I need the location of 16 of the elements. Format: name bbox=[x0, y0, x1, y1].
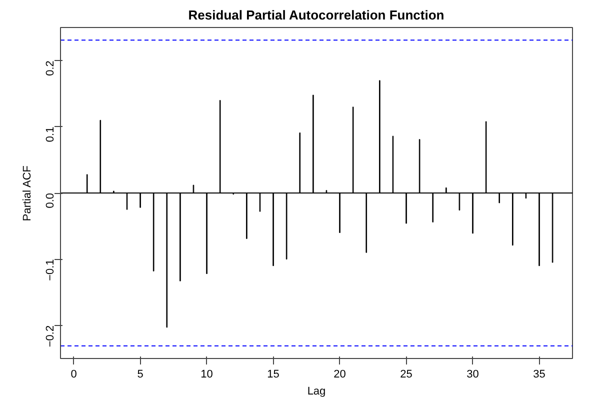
y-tick-label: −0.2 bbox=[44, 325, 56, 348]
y-tick-label: 0.2 bbox=[44, 60, 56, 76]
x-tick-label: 0 bbox=[70, 368, 77, 380]
x-tick-label: 15 bbox=[267, 368, 280, 380]
x-tick-label: 5 bbox=[137, 368, 144, 380]
y-axis-title: Partial ACF bbox=[22, 165, 34, 222]
y-tick-label: 0.1 bbox=[44, 126, 56, 142]
chart-title: Residual Partial Autocorrelation Function bbox=[188, 8, 444, 22]
x-tick-label: 10 bbox=[200, 368, 213, 380]
y-tick-label: 0.0 bbox=[44, 192, 56, 208]
x-axis-title: Lag bbox=[307, 386, 326, 398]
x-tick-label: 30 bbox=[466, 368, 479, 380]
x-tick-label: 20 bbox=[334, 368, 346, 380]
y-tick-label: −0.1 bbox=[44, 259, 56, 281]
x-tick-label: 25 bbox=[400, 368, 412, 380]
x-tick-label: 35 bbox=[533, 368, 546, 380]
